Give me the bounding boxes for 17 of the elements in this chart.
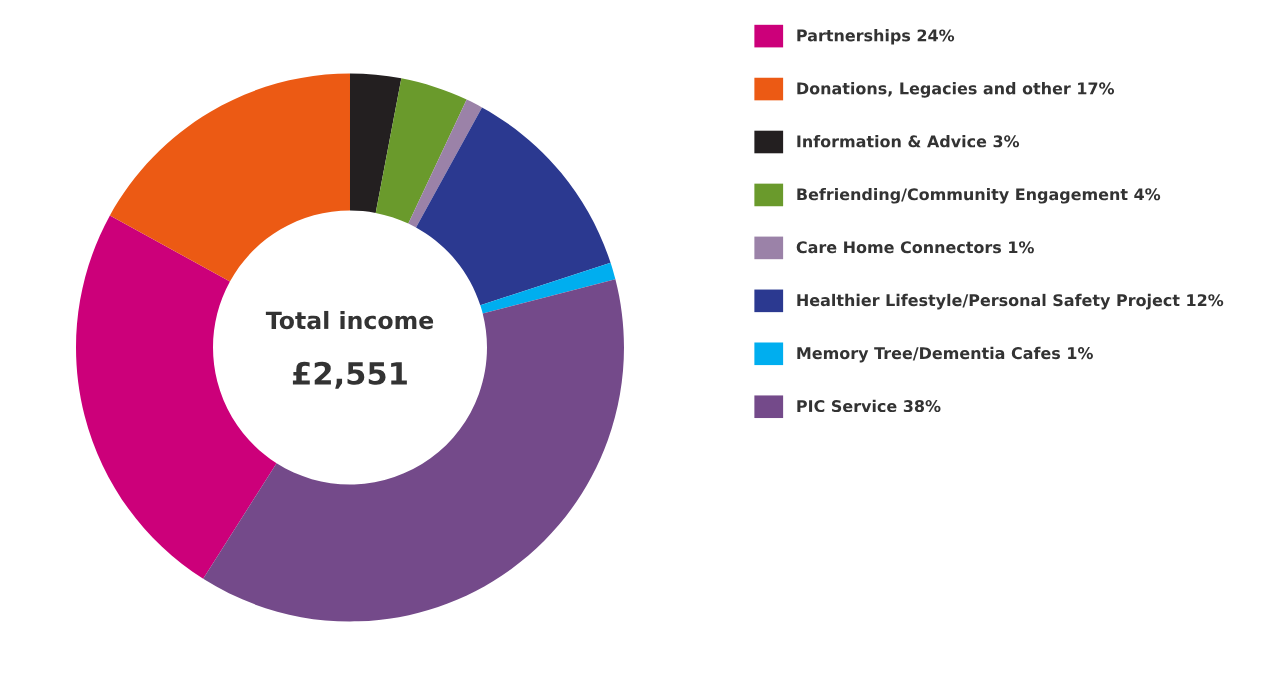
donut-slice (203, 279, 624, 622)
legend-label: Partnerships 24% (797, 29, 955, 45)
donut-slice (375, 78, 467, 224)
legend-label: Donations, Legacies and other 17% (797, 82, 1115, 98)
legend-label: Memory Tree/Dementia Cafes 1% (797, 346, 1093, 363)
donut-slice (350, 73, 402, 213)
text: £2,551 (292, 361, 407, 389)
donut-slice (109, 73, 350, 282)
text: Total income (265, 310, 434, 330)
legend-label: Healthier Lifestyle/Personal Safety Project 12% (797, 293, 1224, 310)
legend-label: Care Home Connectors 1% (796, 241, 1034, 254)
legend-label: PIC Service 38% (797, 399, 941, 413)
donut-slice (416, 107, 611, 306)
legend-label: Befriending/Community Engagement 4% (797, 187, 1161, 204)
donut-slice (480, 262, 616, 314)
donut-slice (408, 99, 482, 228)
legend-label: Information & Advice 3% (797, 135, 1020, 148)
